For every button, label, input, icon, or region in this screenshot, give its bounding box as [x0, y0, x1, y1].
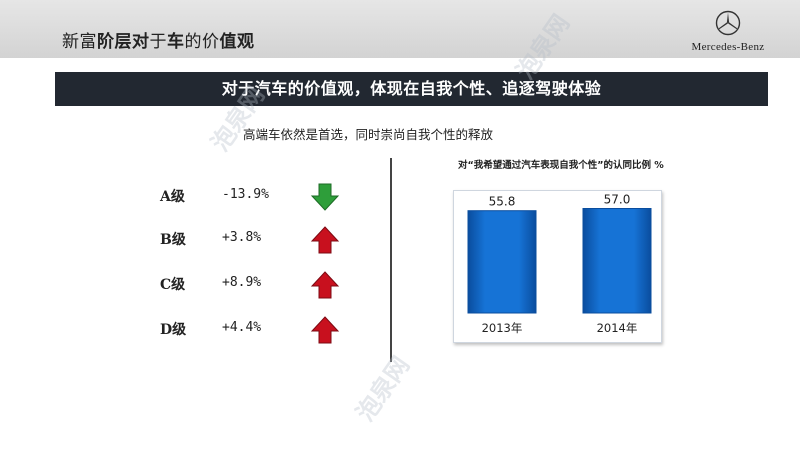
category-label: 2014年	[597, 321, 638, 335]
subtitle: 高端车依然是首选，同时崇尚自我个性的释放	[243, 127, 494, 142]
title-part-3: 于	[149, 32, 167, 52]
category-label: 2013年	[482, 321, 523, 335]
bar-value-label: 55.8	[489, 195, 516, 209]
bar-chart: 55.8 2013年 57.0 2014年	[453, 190, 662, 343]
segment-change: +3.8%	[222, 230, 262, 245]
segment-change: -13.9%	[222, 187, 269, 202]
brand-name: Mercedes-Benz	[691, 41, 765, 53]
bar-chart-svg: 55.8 2013年 57.0 2014年	[467, 193, 652, 335]
bar-value-label: 57.0	[604, 193, 631, 207]
segment-class: C级	[160, 277, 186, 293]
segment-class: A级	[160, 189, 185, 205]
title-part-4: 车	[167, 32, 185, 52]
segment-class: D级	[160, 322, 187, 338]
chart-title: 对“我希望通过汽车表现自我个性”的认同比例 %	[458, 160, 664, 171]
up-arrow-icon	[310, 271, 340, 299]
bar-0	[467, 210, 537, 314]
segment-class: B级	[160, 232, 186, 248]
title-part-6: 值观	[219, 32, 255, 52]
page-title: 新富阶层对于车的价值观	[62, 27, 255, 52]
banner-headline: 对于汽车的价值观，体现在自我个性、追逐驾驶体验	[55, 72, 768, 106]
vertical-divider	[390, 158, 392, 362]
title-part-1: 新富	[62, 32, 97, 52]
up-arrow-icon	[310, 316, 340, 344]
segment-change: +8.9%	[222, 275, 262, 290]
segment-change: +4.4%	[222, 320, 262, 335]
watermark: 泡泉网	[350, 351, 416, 427]
down-arrow-icon	[310, 183, 340, 211]
title-part-2: 阶层对	[97, 32, 150, 52]
mercedes-star-icon	[715, 10, 741, 36]
header-bar: 新富阶层对于车的价值观 Mercedes-Benz	[0, 0, 800, 58]
brand-logo: Mercedes-Benz	[678, 10, 778, 53]
bar-1	[582, 208, 652, 314]
title-part-5: 的价	[184, 32, 220, 52]
up-arrow-icon	[310, 226, 340, 254]
